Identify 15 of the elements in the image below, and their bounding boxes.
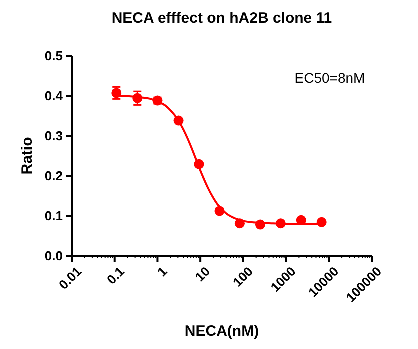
y-tick-label: 0.5 [44, 48, 63, 64]
y-tick-label: 0.0 [44, 248, 63, 264]
chart-title: NECA efffect on hA2B clone 11 [112, 10, 332, 27]
x-tick-label: 10 [192, 264, 214, 285]
y-tick-label: 0.3 [44, 128, 63, 144]
y-tick-label: 0.4 [44, 88, 64, 104]
y-tick-label: 0.1 [44, 208, 63, 224]
x-tick-label: 0.01 [56, 264, 85, 292]
y-axis-title: Ratio [19, 137, 36, 175]
y-tick-label: 0.2 [44, 168, 63, 184]
x-tick-label: 100 [230, 264, 256, 290]
annotation: EC50=8nM [294, 70, 366, 86]
x-tick-label: 1 [154, 264, 170, 280]
x-tick-label: 0.1 [104, 264, 128, 288]
x-axis-title: NECA(nM) [184, 323, 260, 340]
